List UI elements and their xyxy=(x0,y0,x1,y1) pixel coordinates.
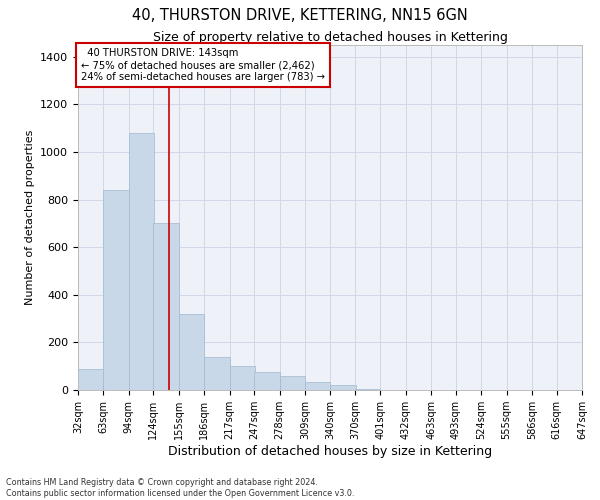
Bar xyxy=(154,224,179,390)
Bar xyxy=(280,376,305,390)
Text: Contains HM Land Registry data © Crown copyright and database right 2024.
Contai: Contains HM Land Registry data © Crown c… xyxy=(6,478,355,498)
Bar xyxy=(355,389,380,390)
Bar xyxy=(204,356,230,390)
Bar xyxy=(331,385,356,390)
Bar xyxy=(78,368,103,390)
Bar xyxy=(230,366,255,390)
Text: 40, THURSTON DRIVE, KETTERING, NN15 6GN: 40, THURSTON DRIVE, KETTERING, NN15 6GN xyxy=(132,8,468,22)
Bar xyxy=(305,382,331,390)
Bar xyxy=(129,133,154,390)
Y-axis label: Number of detached properties: Number of detached properties xyxy=(25,130,35,305)
Text: 40 THURSTON DRIVE: 143sqm
← 75% of detached houses are smaller (2,462)
24% of se: 40 THURSTON DRIVE: 143sqm ← 75% of detac… xyxy=(81,48,325,82)
X-axis label: Distribution of detached houses by size in Kettering: Distribution of detached houses by size … xyxy=(168,445,492,458)
Bar xyxy=(179,314,204,390)
Title: Size of property relative to detached houses in Kettering: Size of property relative to detached ho… xyxy=(152,31,508,44)
Bar xyxy=(103,190,129,390)
Bar xyxy=(254,372,280,390)
